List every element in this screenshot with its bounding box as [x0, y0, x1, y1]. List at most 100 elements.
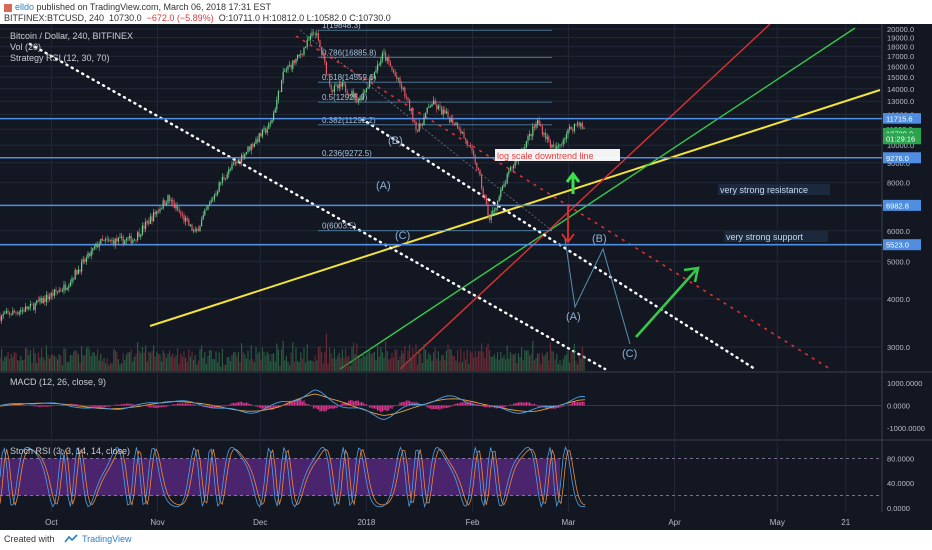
- fib-level-label: 1(19848.3): [322, 24, 361, 30]
- candle-body: [245, 151, 247, 154]
- macd-histogram-bar: [500, 405, 502, 408]
- volume-bar: [442, 355, 444, 371]
- volume-bar: [257, 353, 259, 371]
- candle-body: [162, 200, 164, 209]
- volume-bar: [175, 355, 177, 371]
- stoch-panel: [0, 446, 586, 509]
- macd-histogram-bar: [447, 405, 449, 408]
- legend-stoch: Stoch RSI (3, 3, 14, 14, close): [10, 446, 130, 456]
- volume-bar: [407, 350, 409, 371]
- volume-bar: [381, 352, 383, 371]
- macd-histogram-bar: [210, 405, 212, 409]
- footer-brand[interactable]: TradingView: [82, 534, 132, 544]
- candle-body: [369, 79, 371, 88]
- volume-bar: [5, 356, 7, 371]
- price-tick-label: 19000.0: [887, 34, 914, 43]
- macd-tick-label: -1000.0000: [887, 424, 925, 433]
- candle-body: [439, 105, 441, 107]
- macd-histogram-bar: [437, 405, 439, 409]
- volume-bar: [194, 355, 196, 371]
- candle-body: [425, 112, 427, 118]
- candle-body: [89, 252, 91, 257]
- volume-bar: [388, 359, 390, 371]
- volume-bar: [397, 360, 399, 371]
- macd-panel: [0, 389, 882, 420]
- candle-body: [98, 243, 100, 248]
- candle-body: [156, 211, 158, 215]
- candle-body: [7, 311, 9, 313]
- macd-histogram-bar: [245, 402, 247, 406]
- candle-body: [300, 54, 302, 56]
- macd-histogram-bar: [180, 403, 182, 406]
- volume-bar: [468, 364, 470, 371]
- annotation-box: [724, 231, 828, 242]
- candle-body: [372, 78, 374, 80]
- macd-histogram-bar: [257, 405, 259, 407]
- volume-bar: [55, 357, 57, 371]
- time-tick-label: Mar: [562, 518, 576, 527]
- volume-bar: [180, 353, 182, 371]
- volume-bar: [473, 357, 475, 371]
- candle-body: [149, 216, 151, 224]
- volume-bar: [266, 351, 268, 371]
- candle-body: [263, 128, 265, 130]
- price-label: 11715.6: [886, 115, 913, 124]
- annotation-label: (C): [395, 230, 410, 242]
- volume-bar: [373, 351, 375, 371]
- candle-body: [460, 129, 462, 134]
- candle-body: [87, 252, 89, 258]
- macd-histogram-bar: [324, 405, 326, 412]
- volume-bar: [151, 351, 153, 371]
- candle-body: [228, 169, 230, 175]
- macd-histogram-bar: [449, 405, 451, 408]
- candle-body: [461, 131, 463, 134]
- candle-body: [497, 200, 499, 209]
- volume-bar: [140, 353, 142, 371]
- chart-canvas[interactable]: 1(19848.3) 0.786(16885.8) 0.618(14559.6) 0.…: [0, 24, 932, 530]
- candle-body: [271, 120, 273, 124]
- candle-body: [279, 91, 281, 93]
- candle-body: [457, 122, 459, 129]
- candle-body: [23, 309, 25, 312]
- macd-histogram-bar: [125, 403, 127, 406]
- volume-bar: [477, 350, 479, 371]
- volume-bar: [426, 359, 428, 371]
- candle-body: [4, 313, 6, 315]
- volume-bar: [93, 352, 95, 371]
- candle-body: [15, 312, 17, 313]
- macd-histogram-bar: [231, 403, 233, 406]
- candle-body: [436, 104, 438, 109]
- volume-bar: [279, 365, 281, 371]
- macd-histogram-bar: [381, 405, 383, 412]
- candle-body: [295, 58, 297, 63]
- volume-bar: [52, 354, 54, 371]
- volume-bar: [263, 351, 265, 371]
- candle-body: [388, 57, 390, 63]
- volume-bar: [418, 349, 420, 371]
- macd-histogram-bar: [372, 405, 374, 409]
- candle-body: [346, 91, 348, 95]
- volume-bar: [356, 343, 358, 371]
- author-name[interactable]: elldo: [15, 2, 35, 12]
- candle-body: [543, 132, 545, 135]
- candle-body: [241, 155, 243, 163]
- volume-bar: [229, 361, 231, 371]
- macd-histogram-bar: [410, 402, 412, 406]
- macd-histogram-bar: [482, 405, 484, 407]
- macd-histogram-bar: [247, 403, 249, 406]
- volume-bar: [89, 349, 91, 371]
- macd-histogram-bar: [581, 401, 583, 406]
- candle-body: [76, 270, 78, 275]
- candle-body: [153, 212, 155, 222]
- candle-body: [117, 237, 119, 242]
- candle-body: [503, 184, 505, 187]
- volume-bar: [277, 348, 279, 371]
- volume-bar: [540, 363, 542, 371]
- candle-body: [33, 304, 35, 310]
- candle-body: [489, 215, 491, 220]
- candle-body: [178, 210, 180, 213]
- macd-histogram-bar: [385, 405, 387, 411]
- volume-bar: [129, 352, 131, 371]
- macd-histogram-bar: [209, 405, 211, 408]
- candle-body: [79, 269, 81, 272]
